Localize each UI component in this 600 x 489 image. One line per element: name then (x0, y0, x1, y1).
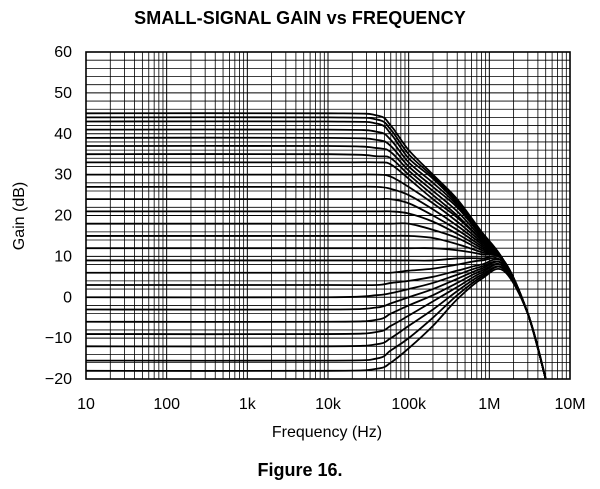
x-tick-label: 100k (391, 396, 427, 413)
x-tick-label: 1k (239, 396, 257, 413)
y-tick-label: 30 (54, 167, 72, 184)
x-tick-label: 1M (478, 396, 500, 413)
y-axis-label: Gain (dB) (11, 182, 28, 250)
y-tick-label: 20 (54, 208, 72, 225)
y-tick-label: 0 (63, 289, 72, 306)
plot-frame (85, 51, 571, 380)
x-tick-label: 10 (77, 396, 95, 413)
series-layer (86, 112, 547, 379)
gain-curve-24 (86, 265, 547, 379)
y-tick-label: −20 (45, 371, 72, 388)
chart-title: SMALL-SIGNAL GAIN vs FREQUENCY (134, 8, 466, 28)
y-tick-label: −10 (45, 330, 72, 347)
x-axis-label: Frequency (Hz) (272, 424, 382, 441)
x-tick-label: 10k (315, 396, 342, 413)
y-tick-label: 60 (54, 44, 72, 61)
y-tick-label: 40 (54, 126, 72, 143)
figure-caption: Figure 16. (257, 460, 343, 480)
y-tick-label: 50 (54, 85, 72, 102)
x-tick-label: 10M (554, 396, 585, 413)
gain-curve-25 (86, 267, 547, 379)
grid-layer (85, 51, 570, 380)
y-tick-label: 10 (54, 248, 72, 265)
x-tick-label: 100 (153, 396, 180, 413)
x-tick-labels: 10 100 1k 10k 100k 1M 10M (77, 396, 585, 413)
y-tick-labels: 60 50 40 30 20 10 0 −10 −20 (45, 44, 72, 388)
